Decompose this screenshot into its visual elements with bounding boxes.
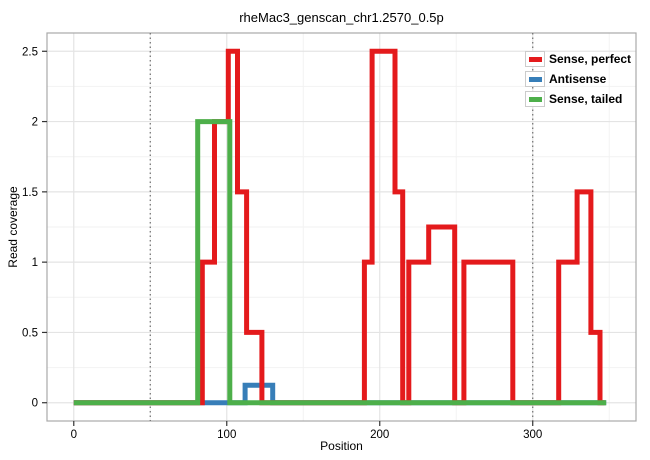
y-tick-label: 0.5 xyxy=(22,327,38,339)
legend-entry-antisense: Antisense xyxy=(525,71,631,87)
legend: Sense, perfect Antisense Sense, tailed xyxy=(525,51,631,111)
y-tick-label: 2 xyxy=(32,117,38,129)
legend-entry-sense-tailed: Sense, tailed xyxy=(525,91,631,107)
legend-entry-sense-perfect: Sense, perfect xyxy=(525,51,631,67)
y-tick-label: 0 xyxy=(32,398,38,410)
antisense-swatch-icon xyxy=(528,76,542,82)
x-tick-label: 0 xyxy=(71,429,77,441)
y-tick-label: 2.5 xyxy=(22,46,38,58)
y-tick-label: 1.5 xyxy=(22,187,38,199)
x-axis-label: Position xyxy=(320,439,363,453)
x-tick-label: 100 xyxy=(217,429,236,441)
legend-key xyxy=(525,51,545,67)
y-axis-label: Read coverage xyxy=(6,186,20,268)
legend-label: Antisense xyxy=(549,72,607,86)
sense-perfect-swatch-icon xyxy=(528,56,542,62)
y-tick-label: 1 xyxy=(32,257,38,269)
x-tick-label: 300 xyxy=(523,429,542,441)
legend-key xyxy=(525,71,545,87)
legend-key xyxy=(525,91,545,107)
series-path-sense-perfect xyxy=(73,48,605,406)
series-path-sense-tailed xyxy=(73,119,607,406)
legend-label: Sense, perfect xyxy=(549,52,632,66)
panel-border xyxy=(46,32,637,422)
x-tick-label: 200 xyxy=(370,429,389,441)
chart-title: rheMac3_genscan_chr1.2570_0.5p xyxy=(239,10,444,25)
legend-label: Sense, tailed xyxy=(549,92,623,106)
sense-tailed-swatch-icon xyxy=(528,96,542,102)
